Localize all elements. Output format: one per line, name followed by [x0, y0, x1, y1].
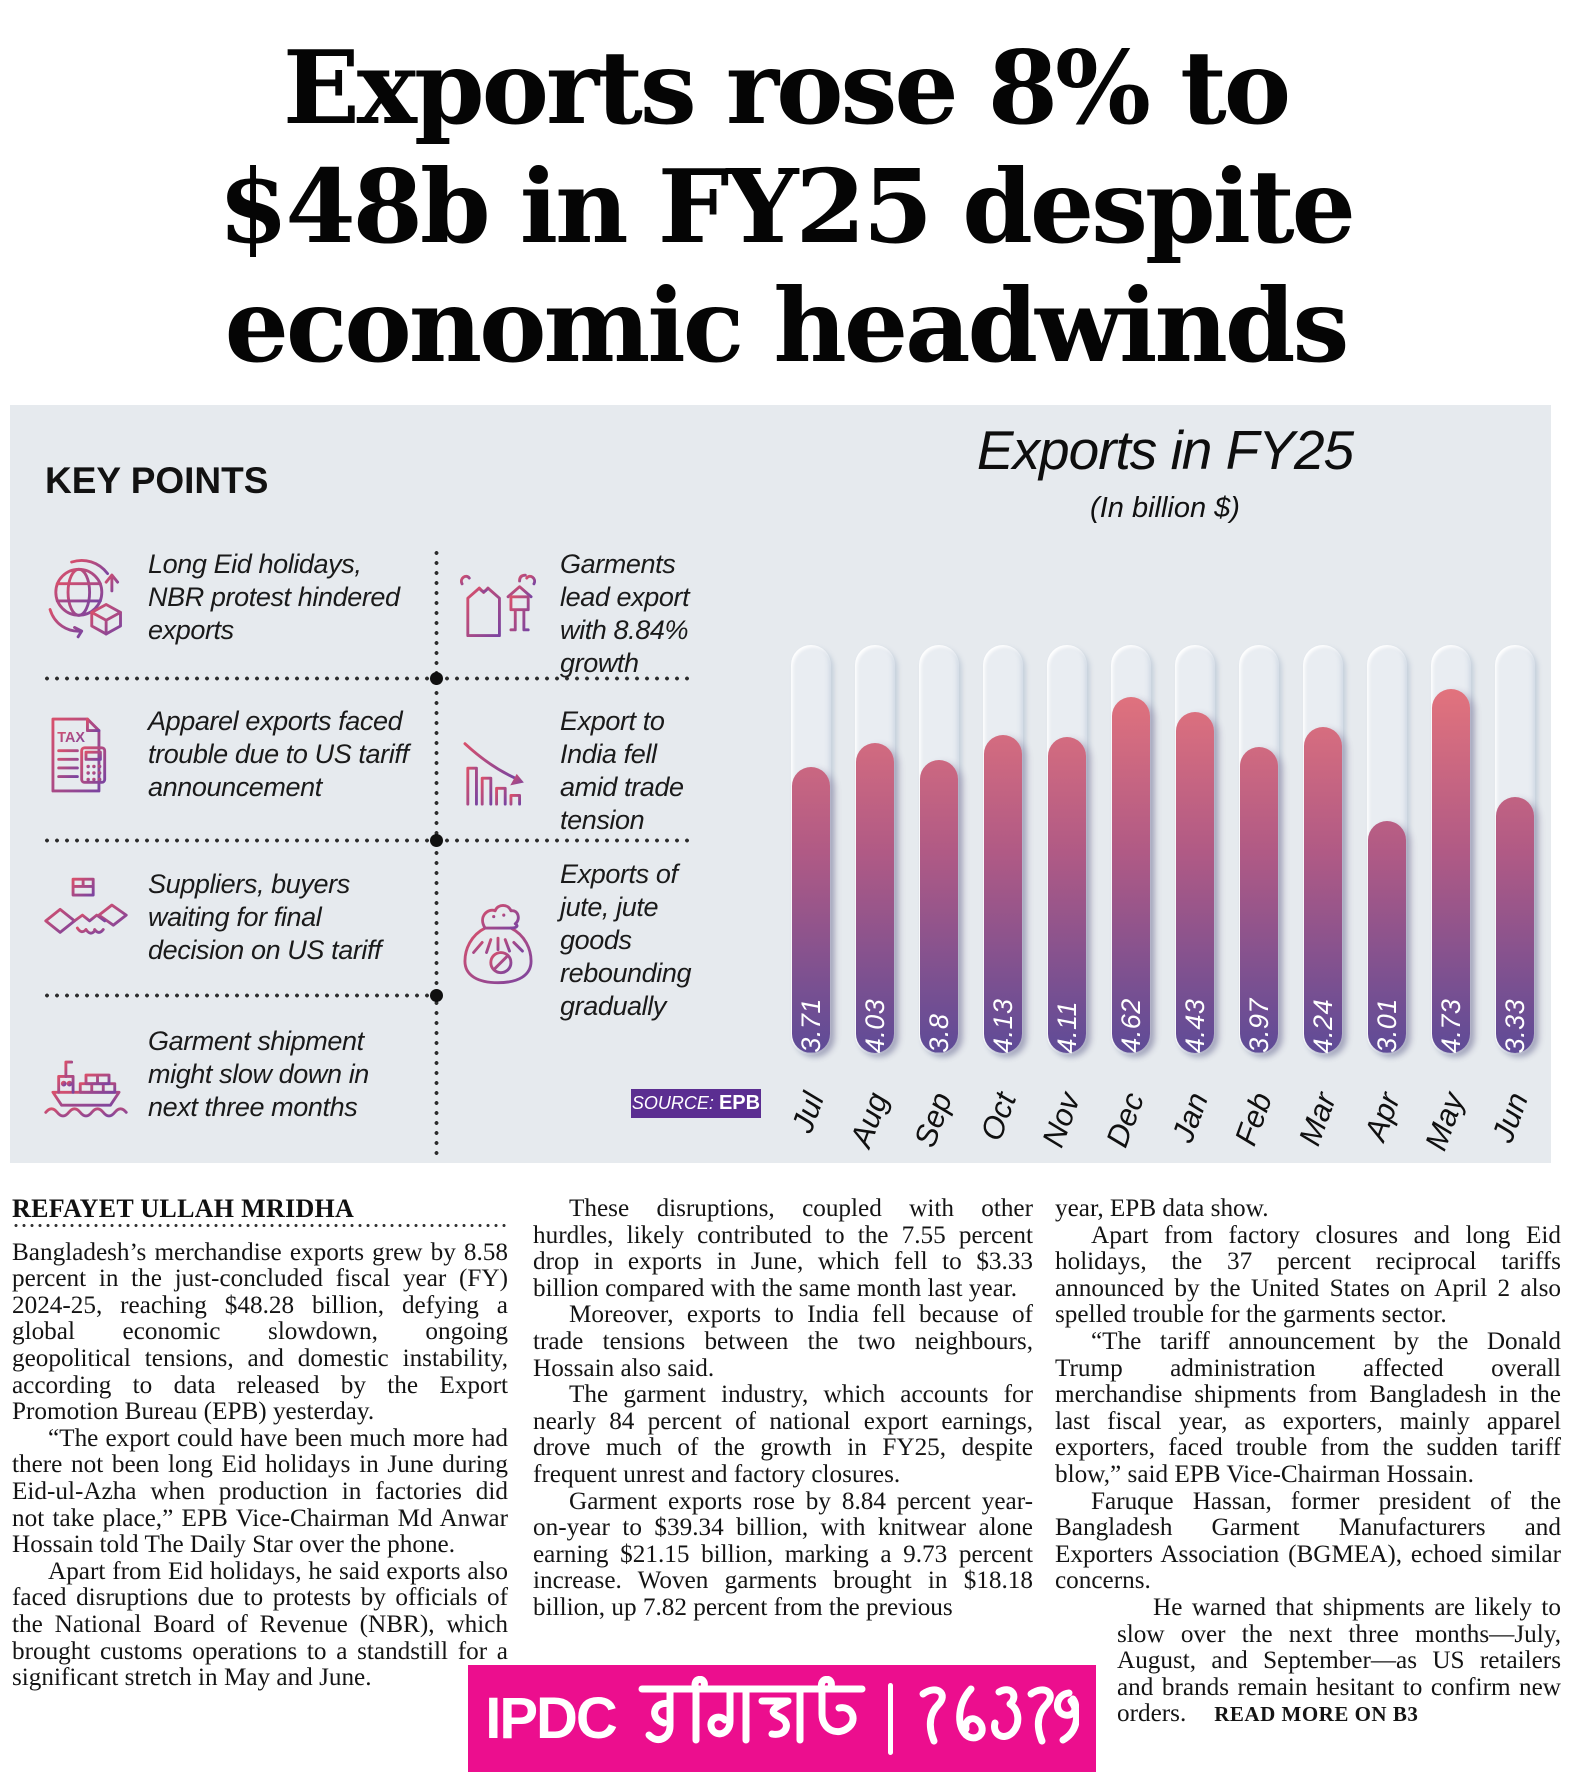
article-paragraph: He warned that shipments are likely to s…	[1117, 1593, 1561, 1728]
headline-line-2: $48b in FY25 despite	[218, 147, 1356, 266]
key-point-text: Apparel exports faced trouble due to US …	[148, 706, 409, 802]
bengali-number-16519	[911, 1676, 1080, 1761]
divider-dot	[430, 834, 443, 847]
bar-value-label: 4.03	[859, 998, 890, 1053]
article-paragraph: The garment industry, which accounts for…	[533, 1381, 1033, 1488]
divider	[42, 838, 690, 843]
article-paragraph: Bangladesh’s merchandise exports grew by…	[12, 1238, 508, 1426]
bar-aug: 4.03	[856, 742, 894, 1053]
divider	[42, 993, 436, 998]
tax-document-icon: TAX	[40, 709, 132, 801]
article-paragraph: Apart from factory closures and long Eid…	[1055, 1221, 1561, 1329]
key-point-text: Long Eid holidays, NBR protest hindered …	[148, 549, 400, 645]
headline: Exports rose 8% to $48b in FY25 despite …	[0, 28, 1571, 385]
ipdc-advertisement: IPDC	[468, 1665, 1096, 1772]
bengali-deposit-text	[634, 1675, 870, 1761]
key-point-item: Garment shipment might slow down in next…	[40, 1025, 420, 1124]
bar-value-label: 3.8	[923, 1013, 954, 1053]
headline-line-1: Exports rose 8% to	[282, 28, 1291, 147]
key-point-item: TAX Apparel exports faced trouble due to…	[40, 705, 420, 804]
article-paragraph: Faruque Hassan, former president of the …	[1055, 1487, 1561, 1595]
bar-dec: 4.62	[1112, 697, 1150, 1053]
bar-value-label: 4.62	[1115, 998, 1146, 1053]
declining-chart-icon	[452, 725, 544, 817]
key-point-text: Garment shipment might slow down in next…	[148, 1026, 369, 1122]
key-point-item: Exports of jute, jute goods rebounding g…	[452, 858, 718, 1023]
chart-title: Exports in FY25	[976, 419, 1354, 481]
globe-export-icon	[40, 552, 132, 644]
article-column-3: year, EPB data show. Apart from factory c…	[1055, 1195, 1561, 1728]
ipdc-logo: IPDC	[485, 1686, 618, 1751]
bar-value-label: 3.97	[1243, 998, 1274, 1053]
article-column-2: These disruptions, coupled with other hu…	[533, 1195, 1033, 1622]
article-paragraph: “The export could have been much more ha…	[12, 1424, 508, 1559]
bar-value-label: 4.73	[1435, 998, 1466, 1053]
jute-sack-icon	[452, 895, 544, 987]
divider-dot	[430, 989, 443, 1002]
bar-oct: 4.13	[984, 734, 1022, 1053]
ad-divider	[887, 1682, 893, 1755]
source-value: EPB	[718, 1092, 761, 1114]
garments-icon	[452, 568, 544, 660]
byline: REFAYET ULLAH MRIDHA	[12, 1194, 355, 1223]
bar-jun: 3.33	[1496, 796, 1534, 1053]
bar-jul: 3.71	[792, 767, 830, 1053]
key-point-item: Garments lead export with 8.84% growth	[452, 548, 718, 680]
svg-text:TAX: TAX	[57, 730, 85, 746]
article-paragraph: Moreover, exports to India fell because …	[533, 1301, 1033, 1382]
bar-value-label: 4.24	[1307, 998, 1338, 1053]
article-paragraph: Garment exports rose by 8.84 percent yea…	[533, 1487, 1033, 1621]
bar-value-label: 3.33	[1499, 998, 1530, 1053]
key-point-item: Suppliers, buyers waiting for final deci…	[40, 868, 420, 967]
bar-sep: 3.8	[920, 760, 958, 1053]
key-point-text: Export to India fell amid trade tension	[560, 706, 684, 835]
chart-subtitle: (In billion $)	[1090, 492, 1240, 524]
article-paragraph: “The tariff announcement by the Donald T…	[1055, 1327, 1561, 1488]
key-point-text: Garments lead export with 8.84% growth	[560, 549, 690, 678]
byline-rule	[12, 1222, 508, 1228]
infographic-panel	[10, 405, 1551, 1163]
article-column-1: REFAYET ULLAH MRIDHA Bangladesh’s mercha…	[12, 1194, 508, 1692]
cargo-ship-icon	[40, 1029, 132, 1121]
article-paragraph: Apart from Eid holidays, he said exports…	[12, 1557, 508, 1692]
bar-value-label: 3.71	[795, 998, 826, 1053]
bar-value-label: 3.01	[1371, 998, 1402, 1053]
bar-mar: 4.24	[1304, 726, 1342, 1053]
handshake-icon	[40, 872, 132, 964]
key-point-text: Exports of jute, jute goods rebounding g…	[560, 859, 692, 1021]
divider	[434, 548, 439, 1158]
bar-apr: 3.01	[1368, 821, 1406, 1053]
bar-feb: 3.97	[1240, 747, 1278, 1053]
article-paragraph: year, EPB data show.	[1055, 1195, 1269, 1222]
divider	[42, 676, 690, 681]
bar-value-label: 4.13	[987, 998, 1018, 1053]
headline-line-3: economic headwinds	[224, 266, 1350, 385]
bar-jan: 4.43	[1176, 711, 1214, 1053]
bar-value-label: 4.43	[1179, 998, 1210, 1053]
divider-dot	[430, 672, 443, 685]
bar-may: 4.73	[1432, 688, 1470, 1053]
key-point-item: Long Eid holidays, NBR protest hindered …	[40, 548, 420, 647]
chart-source: SOURCE: EPB	[631, 1089, 761, 1118]
key-points-title: KEY POINTS	[45, 460, 269, 501]
bar-value-label: 4.11	[1051, 1000, 1082, 1053]
source-label: SOURCE:	[631, 1093, 714, 1113]
article-paragraph: These disruptions, coupled with other hu…	[533, 1195, 1033, 1302]
key-point-item: Export to India fell amid trade tension	[452, 705, 718, 837]
bar-nov: 4.11	[1048, 736, 1086, 1053]
key-point-text: Suppliers, buyers waiting for final deci…	[148, 869, 382, 965]
read-more-note: READ MORE ON B3	[1214, 1702, 1419, 1727]
